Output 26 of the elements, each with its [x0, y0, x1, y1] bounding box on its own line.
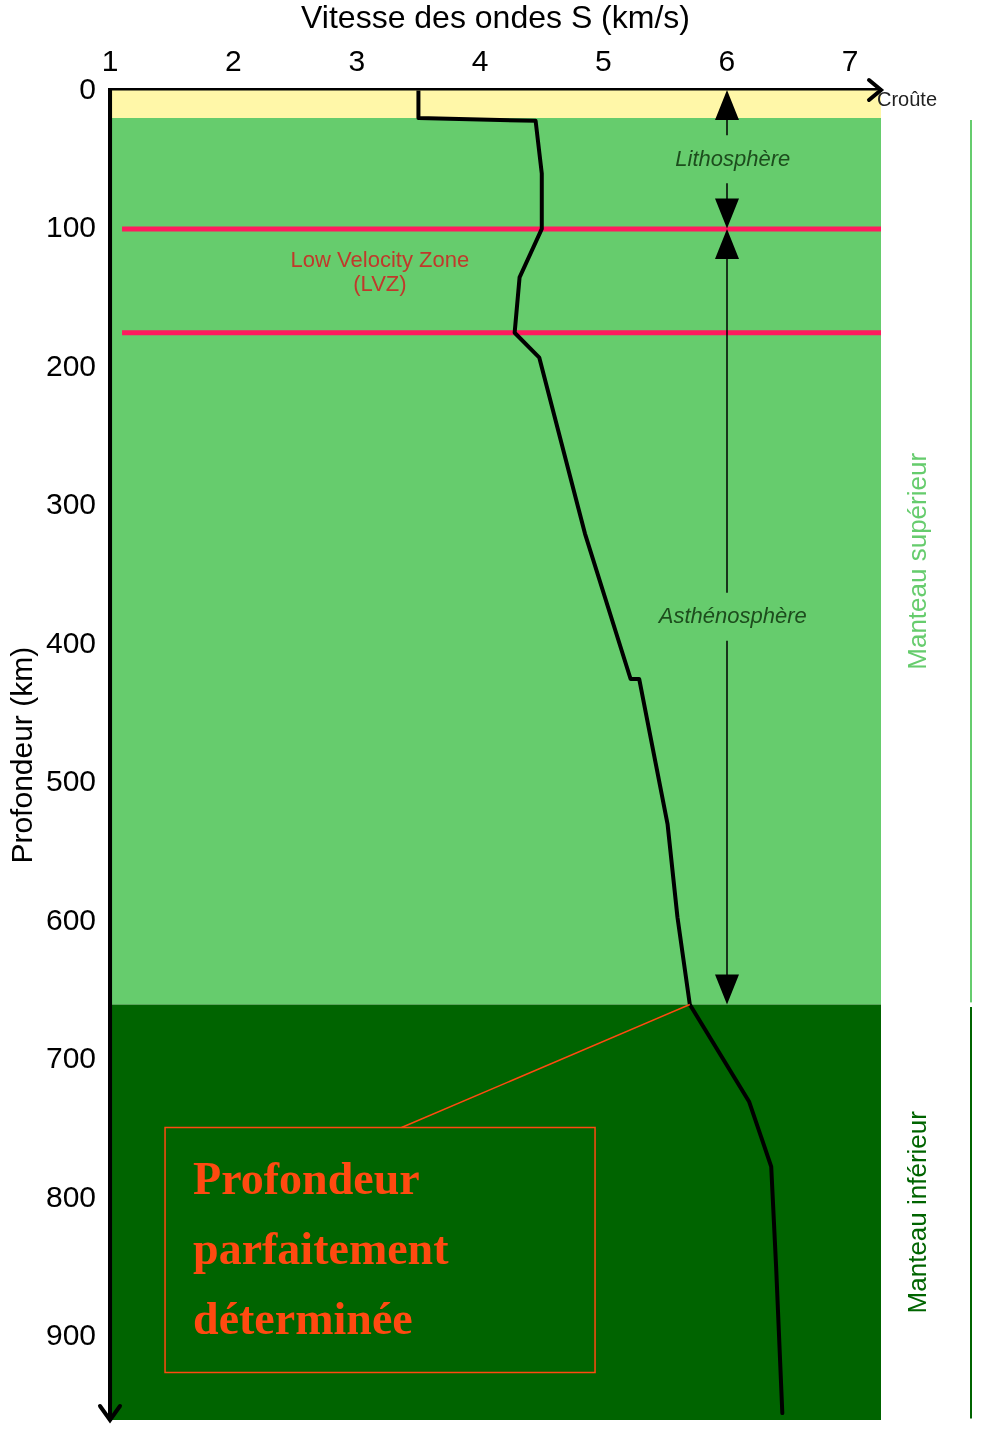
x-axis-title: Vitesse des ondes S (km/s) — [301, 0, 690, 36]
x-tick-label: 7 — [841, 43, 859, 77]
band-label: Manteau supérieur — [902, 452, 932, 670]
y-tick-label: 700 — [45, 1041, 97, 1075]
annotation: Asthénosphère — [656, 602, 807, 628]
y-tick-label: 200 — [45, 348, 97, 382]
y-tick-label: 100 — [45, 210, 97, 244]
band-label: Croûte — [877, 88, 938, 111]
y-tick-label: 400 — [45, 625, 97, 659]
y-tick-label: 600 — [45, 902, 97, 936]
y-tick-label: 0 — [79, 71, 97, 105]
band-label: Manteau inférieur — [902, 1110, 932, 1314]
x-tick-label: 2 — [225, 43, 242, 77]
x-tick-label: 5 — [595, 43, 612, 77]
y-tick-label: 900 — [45, 1318, 97, 1352]
x-tick-label: 1 — [101, 43, 119, 77]
x-tick-label: 6 — [718, 43, 736, 77]
annotation: Lithosphère — [675, 145, 791, 171]
x-tick-label: 3 — [348, 43, 366, 77]
annotation: Profondeur parfaitement déterminée — [193, 1153, 450, 1345]
y-tick-label: 500 — [45, 764, 97, 798]
y-axis-title: Profondeur (km) — [5, 646, 39, 864]
y-tick-label: 800 — [45, 1179, 97, 1213]
annotation: Low Velocity Zone (LVZ) — [290, 246, 470, 296]
y-tick-label: 300 — [45, 487, 97, 521]
x-tick-label: 4 — [471, 43, 489, 77]
